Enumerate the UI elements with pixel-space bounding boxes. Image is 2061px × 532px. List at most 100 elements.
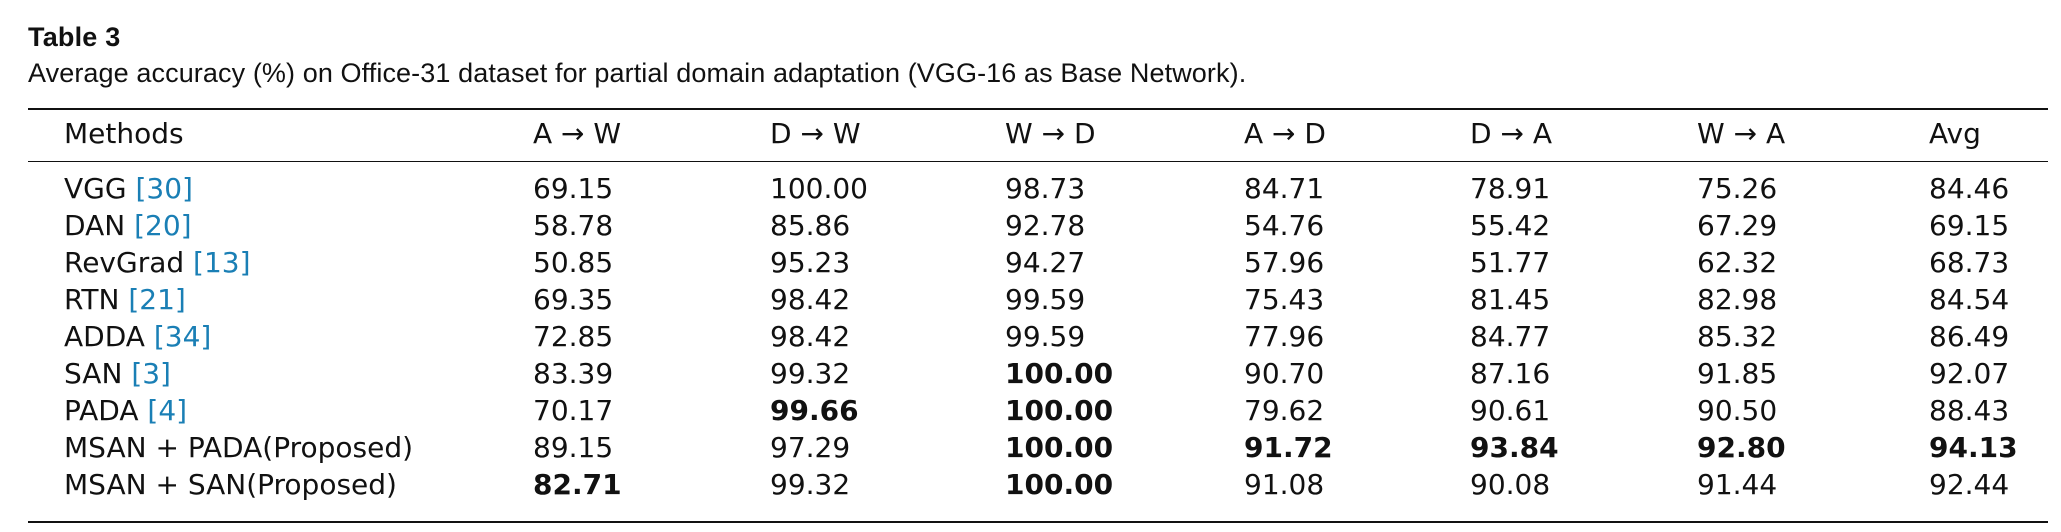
- method-cell: MSAN + SAN(Proposed): [64, 467, 397, 503]
- table-caption: Average accuracy (%) on Office-31 datase…: [28, 58, 1247, 88]
- value-cell: 78.91: [1470, 172, 1551, 205]
- value-cell: 84.54: [1929, 283, 2010, 316]
- column-header: W → A: [1697, 117, 1786, 150]
- value-cell: 62.32: [1697, 246, 1778, 279]
- value-cell: 92.44: [1929, 468, 2010, 501]
- method-name: VGG: [64, 172, 127, 205]
- column-header: A → D: [1244, 117, 1326, 150]
- method-cell: RTN [21]: [64, 282, 186, 318]
- column-header: Methods: [64, 117, 184, 150]
- column-header: Avg: [1929, 117, 1981, 150]
- value-cell: 91.44: [1697, 468, 1778, 501]
- value-cell: 69.35: [533, 283, 614, 316]
- method-name: MSAN + SAN(Proposed): [64, 468, 397, 501]
- value-cell: 85.32: [1697, 320, 1778, 353]
- method-cell: VGG [30]: [64, 171, 193, 207]
- value-cell: 75.26: [1697, 172, 1778, 205]
- method-cell: DAN [20]: [64, 208, 192, 244]
- value-cell: 69.15: [533, 172, 614, 205]
- value-cell: 89.15: [533, 431, 614, 464]
- value-cell: 99.59: [1005, 320, 1086, 353]
- value-cell: 84.77: [1470, 320, 1551, 353]
- method-name: MSAN + PADA(Proposed): [64, 431, 414, 464]
- value-cell: 91.72: [1244, 431, 1333, 464]
- method-cell: PADA [4]: [64, 393, 187, 429]
- method-cell: SAN [3]: [64, 356, 171, 392]
- value-cell: 97.29: [770, 431, 851, 464]
- value-cell: 100.00: [1005, 357, 1114, 390]
- method-name: DAN: [64, 209, 126, 242]
- value-cell: 51.77: [1470, 246, 1551, 279]
- header-rule: [28, 161, 2048, 162]
- method-cell: RevGrad [13]: [64, 245, 251, 281]
- value-cell: 93.84: [1470, 431, 1559, 464]
- value-cell: 77.96: [1244, 320, 1325, 353]
- value-cell: 94.13: [1929, 431, 2018, 464]
- value-cell: 92.78: [1005, 209, 1086, 242]
- value-cell: 99.66: [770, 394, 859, 427]
- value-cell: 68.73: [1929, 246, 2010, 279]
- value-cell: 70.17: [533, 394, 614, 427]
- value-cell: 98.73: [1005, 172, 1086, 205]
- value-cell: 98.42: [770, 320, 851, 353]
- bottom-rule: [28, 521, 2048, 523]
- value-cell: 57.96: [1244, 246, 1325, 279]
- value-cell: 92.07: [1929, 357, 2010, 390]
- value-cell: 90.70: [1244, 357, 1325, 390]
- value-cell: 95.23: [770, 246, 851, 279]
- value-cell: 100.00: [1005, 468, 1114, 501]
- value-cell: 88.43: [1929, 394, 2010, 427]
- citation-link[interactable]: [4]: [147, 394, 188, 427]
- citation-link[interactable]: [3]: [131, 357, 171, 390]
- value-cell: 100.00: [770, 172, 868, 205]
- value-cell: 55.42: [1470, 209, 1551, 242]
- value-cell: 90.08: [1470, 468, 1551, 501]
- column-header: A → W: [533, 117, 622, 150]
- value-cell: 67.29: [1697, 209, 1778, 242]
- value-cell: 99.59: [1005, 283, 1086, 316]
- value-cell: 85.86: [770, 209, 851, 242]
- citation-link[interactable]: [13]: [193, 246, 251, 279]
- method-name: ADDA: [64, 320, 145, 353]
- top-rule: [28, 108, 2048, 110]
- value-cell: 100.00: [1005, 431, 1114, 464]
- value-cell: 69.15: [1929, 209, 2010, 242]
- value-cell: 87.16: [1470, 357, 1551, 390]
- method-name: SAN: [64, 357, 123, 390]
- value-cell: 81.45: [1470, 283, 1551, 316]
- value-cell: 58.78: [533, 209, 614, 242]
- value-cell: 72.85: [533, 320, 614, 353]
- value-cell: 50.85: [533, 246, 614, 279]
- value-cell: 99.32: [770, 468, 851, 501]
- column-header: D → A: [1470, 117, 1552, 150]
- column-header: D → W: [770, 117, 861, 150]
- value-cell: 91.85: [1697, 357, 1778, 390]
- value-cell: 84.71: [1244, 172, 1325, 205]
- value-cell: 82.71: [533, 468, 622, 501]
- value-cell: 90.50: [1697, 394, 1778, 427]
- method-cell: MSAN + PADA(Proposed): [64, 430, 413, 466]
- column-header: W → D: [1005, 117, 1096, 150]
- value-cell: 99.32: [770, 357, 851, 390]
- value-cell: 98.42: [770, 283, 851, 316]
- value-cell: 84.46: [1929, 172, 2010, 205]
- citation-link[interactable]: [30]: [135, 172, 193, 205]
- value-cell: 83.39: [533, 357, 614, 390]
- value-cell: 79.62: [1244, 394, 1325, 427]
- value-cell: 91.08: [1244, 468, 1325, 501]
- citation-link[interactable]: [21]: [128, 283, 186, 316]
- value-cell: 94.27: [1005, 246, 1086, 279]
- value-cell: 75.43: [1244, 283, 1325, 316]
- value-cell: 86.49: [1929, 320, 2010, 353]
- value-cell: 90.61: [1470, 394, 1551, 427]
- value-cell: 82.98: [1697, 283, 1778, 316]
- value-cell: 54.76: [1244, 209, 1325, 242]
- citation-link[interactable]: [20]: [134, 209, 192, 242]
- value-cell: 92.80: [1697, 431, 1786, 464]
- method-name: PADA: [64, 394, 139, 427]
- method-name: RevGrad: [64, 246, 185, 279]
- citation-link[interactable]: [34]: [153, 320, 212, 353]
- table-title: Table 3: [28, 22, 121, 52]
- value-cell: 100.00: [1005, 394, 1114, 427]
